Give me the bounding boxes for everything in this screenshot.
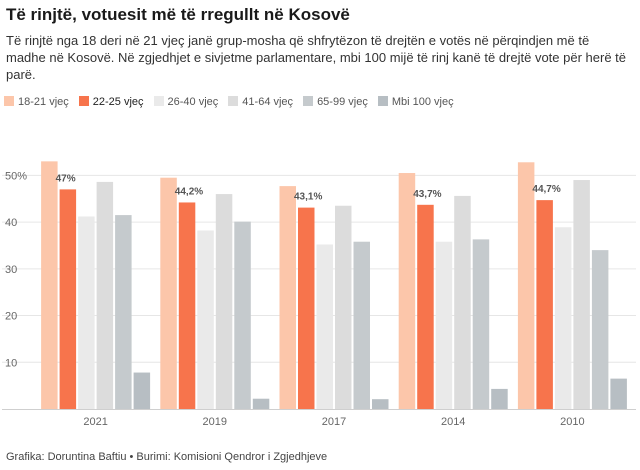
y-tick-label: 20 — [5, 311, 17, 323]
bar — [234, 221, 251, 409]
legend-label: 26-40 vjeç — [167, 96, 219, 108]
bar — [215, 194, 233, 409]
chart-title: Të rinjtë, votuesit më të rregullt në Ko… — [6, 5, 350, 24]
bar — [252, 398, 270, 409]
bar — [178, 202, 196, 409]
bar — [78, 216, 95, 409]
y-tick-label: 50% — [5, 170, 27, 182]
legend-label: 65-99 vjeç — [317, 96, 368, 108]
legend-swatch — [228, 96, 239, 106]
y-tick-label: 40 — [5, 217, 17, 229]
bar — [316, 244, 333, 409]
y-tick-label: 30 — [5, 264, 17, 276]
legend-swatch — [4, 96, 14, 106]
bar — [491, 388, 508, 409]
bar — [398, 173, 416, 409]
legend-item: 18-21 vjeç — [4, 95, 69, 109]
bar — [417, 204, 434, 409]
data-label: 43,1% — [294, 192, 322, 203]
bar — [160, 177, 177, 409]
legend-swatch — [303, 96, 314, 106]
bar — [554, 227, 572, 409]
legend-item: Mbi 100 vjeç — [377, 95, 454, 109]
bar — [573, 180, 590, 409]
bar — [372, 399, 389, 409]
legend-item: 26-40 vjeç — [153, 95, 219, 109]
legend-item: 22-25 vjeç — [78, 95, 144, 109]
chart-legend: 18-21 vjeç 22-25 vjeç 26-40 vjeç 41-64 vjeç… — [4, 95, 634, 109]
bar — [610, 378, 627, 409]
bar — [279, 186, 296, 409]
bar — [133, 372, 151, 409]
x-tick-label: 2021 — [83, 416, 107, 428]
bar — [517, 162, 535, 409]
data-label: 44,2% — [175, 186, 203, 197]
data-label: 47% — [56, 173, 76, 184]
bar — [335, 205, 352, 409]
chart-subtitle: Të rinjtë nga 18 deri në 21 vjeç janë gr… — [6, 33, 627, 82]
x-tick-label: 2014 — [441, 416, 465, 428]
bar-chart: 10 20 30 40 50% 47% 44,2% 43,1% 43,7% 44,7% 2021 20… — [2, 161, 636, 428]
legend-item: 65-99 vjeç — [303, 95, 368, 109]
data-label: 44,7% — [532, 184, 560, 195]
bar — [435, 241, 453, 409]
legend-label: Mbi 100 vjeç — [391, 96, 454, 108]
legend-label: 18-21 vjeç — [18, 96, 69, 108]
bars: 47% 44,2% 43,1% 43,7% 44,7% — [41, 161, 627, 409]
bar — [298, 207, 315, 409]
bar — [591, 250, 609, 409]
chart-credit: Grafika: Doruntina Baftiu • Burimi: Komi… — [6, 451, 328, 463]
legend-swatch — [78, 96, 89, 106]
bar — [41, 161, 58, 409]
x-tick-label: 2019 — [203, 416, 227, 428]
legend-swatch — [377, 96, 388, 106]
legend-label: 22-25 vjeç — [92, 96, 144, 108]
x-tick-label: 2010 — [560, 416, 584, 428]
bar — [59, 189, 77, 409]
data-label: 43,7% — [413, 189, 441, 200]
bar — [197, 230, 214, 409]
x-tick-label: 2017 — [322, 416, 346, 428]
legend-label: 41-64 vjeç — [242, 96, 294, 108]
legend-swatch — [153, 96, 164, 106]
bar — [353, 241, 370, 409]
bar — [96, 181, 114, 409]
bar — [115, 215, 132, 409]
legend-item: 41-64 vjeç — [228, 95, 293, 109]
bar — [454, 195, 471, 409]
bar — [472, 239, 490, 409]
bar — [536, 200, 553, 409]
y-tick-label: 10 — [5, 357, 17, 369]
